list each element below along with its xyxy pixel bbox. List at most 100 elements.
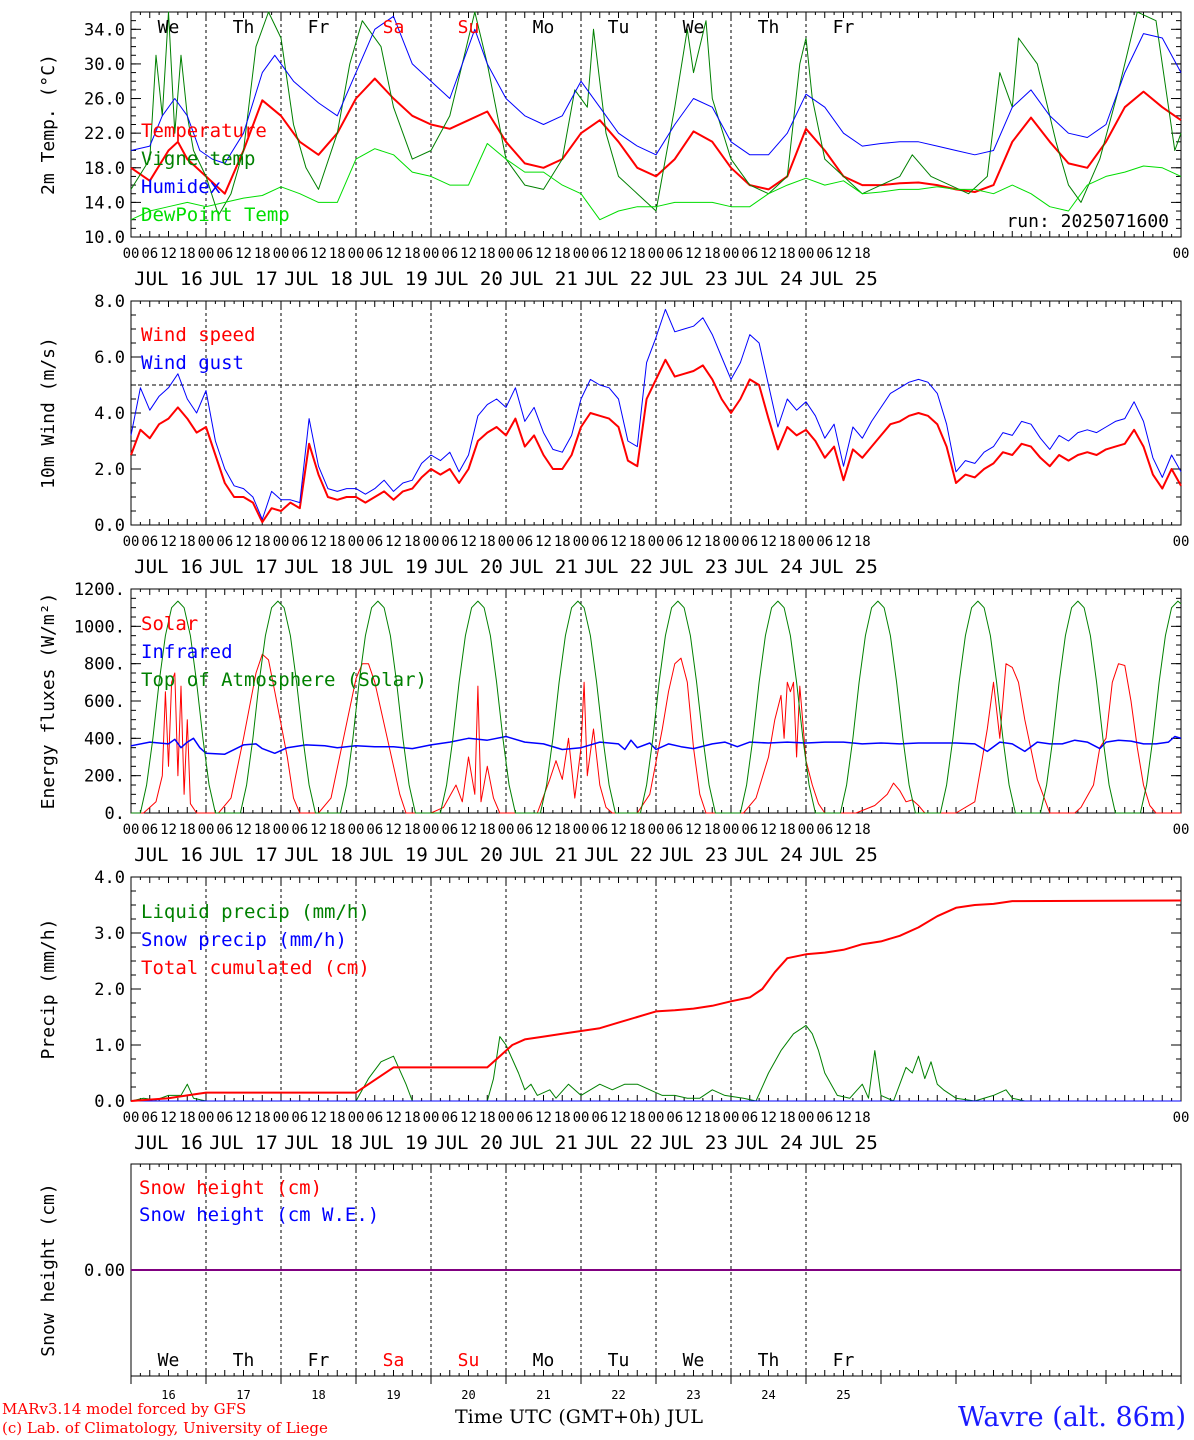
x-tick-label: 00 [198,534,215,550]
day-label: JUL 24 [734,556,803,578]
x-tick-label: 00 [123,534,140,550]
day-label: JUL 18 [284,1132,353,1154]
y-tick-label: 3.0 [94,924,125,944]
x-tick-label: 00 [198,822,215,838]
x-tick-label: 12 [460,246,477,262]
series-line [131,600,1182,814]
x-tick-label: 18 [254,1110,271,1126]
y-tick-label: 6.0 [94,348,125,368]
x-tick-label: 06 [591,246,608,262]
y-tick-label: 2.0 [94,460,125,480]
x-tick-label: 06 [516,822,533,838]
legend-entry: Snow height (cm) [139,1177,322,1199]
day-label: JUL 17 [209,844,278,866]
day-label: JUL 19 [359,1132,428,1154]
x-tick-label: 18 [254,246,271,262]
legend-entry: Snow height (cm W.E.) [139,1204,379,1226]
x-tick-label: 12 [160,1110,177,1126]
lab-credit: (c) Lab. of Climatology, University of L… [2,1419,328,1437]
x-tick-label: 00 [573,534,590,550]
day-label: JUL 22 [584,1132,653,1154]
legend-entry: Temperature [141,120,267,142]
day-number: 19 [386,1388,400,1402]
weekday-label: Mo [533,1350,555,1371]
y-tick-label: 0. [105,804,125,824]
y-tick-label: 200. [84,767,125,787]
x-tick-label: 12 [235,1110,252,1126]
day-label: JUL 20 [434,1132,503,1154]
x-tick-label: 06 [591,534,608,550]
x-tick-label: 00 [198,1110,215,1126]
y-tick-label: 800. [84,655,125,675]
panel-4 [130,876,1182,1102]
day-label: JUL 18 [284,556,353,578]
day-label: JUL 21 [509,268,578,290]
weekday-label: Mo [533,17,555,38]
x-tick-label: 00 [423,246,440,262]
legend-entry: Infrared [141,641,233,663]
x-tick-label: 06 [366,534,383,550]
series-line [130,15,1182,164]
day-label: JUL 23 [659,556,728,578]
day-number: 24 [761,1388,775,1402]
x-tick-label: 12 [235,534,252,550]
x-tick-label: 00 [723,822,740,838]
day-label: JUL 20 [434,844,503,866]
x-tick-label: 06 [741,534,758,550]
x-tick-label: 00 [423,534,440,550]
legend-entry: Liquid precip (mm/h) [141,901,370,923]
day-label: JUL 22 [584,844,653,866]
x-tick-label: 18 [179,1110,196,1126]
x-tick-label: 06 [516,534,533,550]
x-tick-label: 06 [441,1110,458,1126]
x-tick-label: 18 [479,822,496,838]
day-label: JUL 20 [434,268,503,290]
day-label: JUL 19 [359,556,428,578]
x-tick-label: 18 [404,822,421,838]
x-tick-label: 12 [235,822,252,838]
x-tick-label: 12 [460,534,477,550]
panel-5 [130,1163,1182,1384]
x-tick-label: 06 [741,246,758,262]
x-tick-label: 12 [460,822,477,838]
y-tick-label: 1200. [74,580,125,600]
x-tick-label: 18 [704,1110,721,1126]
y-tick-label: 22.0 [84,124,125,144]
day-label: JUL 18 [284,844,353,866]
x-tick-label: 12 [160,822,177,838]
x-tick-label: 18 [704,822,721,838]
x-tick-label: 18 [554,1110,571,1126]
y-tick-label: 1000. [74,617,125,637]
x-tick-label: 18 [329,534,346,550]
x-tick-label: 12 [610,1110,627,1126]
day-number: 16 [161,1388,175,1402]
legend-entry: Snow precip (mm/h) [141,929,347,951]
day-label: JUL 24 [734,844,803,866]
x-tick-label: 06 [441,534,458,550]
x-tick-label: 18 [854,246,871,262]
x-tick-label: 18 [629,822,646,838]
x-tick-label: 00 [348,822,365,838]
weekday-label: Fr [308,17,330,38]
x-tick-label: 00 [498,822,515,838]
x-tick-label: 00 [423,1110,440,1126]
x-tick-label: 00 [573,822,590,838]
x-tick-label: 18 [329,246,346,262]
weekday-label: We [683,17,705,38]
x-tick-label: 06 [141,246,158,262]
x-tick-label: 18 [329,1110,346,1126]
day-label: JUL 25 [809,844,878,866]
x-tick-label: 00 [1173,822,1190,838]
y-tick-label: 2.0 [94,980,125,1000]
day-label: JUL 21 [509,556,578,578]
x-tick-label: 18 [179,246,196,262]
x-tick-label: 06 [366,1110,383,1126]
day-number: 22 [611,1388,625,1402]
day-label: JUL 17 [209,1132,278,1154]
x-tick-label: 12 [760,822,777,838]
x-tick-label: 06 [216,1110,233,1126]
x-tick-label: 18 [479,1110,496,1126]
x-tick-label: 00 [648,246,665,262]
y-tick-label: 4.0 [94,404,125,424]
